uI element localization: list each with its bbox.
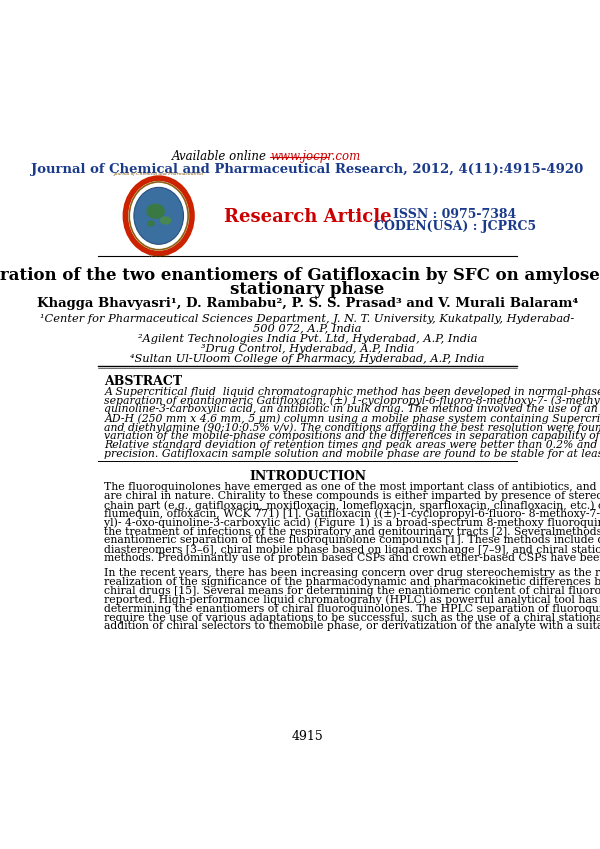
Text: determining the enantiomers of chiral fluoroquinolones. The HPLC separation of f: determining the enantiomers of chiral fl… bbox=[104, 604, 600, 614]
Text: AD-H (250 mm x 4.6 mm, 5 μm) column using a mobile phase system containing Super: AD-H (250 mm x 4.6 mm, 5 μm) column usin… bbox=[104, 413, 600, 424]
Text: ABSTRACT: ABSTRACT bbox=[104, 375, 182, 388]
Text: precision. Gatifloxacin sample solution and mobile phase are found to be stable : precision. Gatifloxacin sample solution … bbox=[104, 449, 600, 458]
Text: chain part (e.g., gatifloxacin, moxifloxacin, lomefloxacin, sparfloxacin, clinaf: chain part (e.g., gatifloxacin, moxiflox… bbox=[104, 500, 600, 510]
Text: methods. Predominantly use of protein based CSPs and crown ether-based CSPs have: methods. Predominantly use of protein ba… bbox=[104, 553, 600, 563]
Text: are chiral in nature. Chirality to these compounds is either imparted by presenc: are chiral in nature. Chirality to these… bbox=[104, 491, 600, 501]
Text: Journal of Chemical and Pharmaceutical Research, 2012, 4(11):4915-4920: Journal of Chemical and Pharmaceutical R… bbox=[31, 164, 584, 177]
Text: A Supercritical fluid  liquid chromatographic method has been developed in norma: A Supercritical fluid liquid chromatogra… bbox=[104, 387, 600, 396]
Text: Available online: Available online bbox=[172, 149, 271, 163]
Text: ³Drug Control, Hyderabad, A.P, India: ³Drug Control, Hyderabad, A.P, India bbox=[201, 344, 414, 354]
Text: Relative standard deviation of retention times and peak areas were better than 0: Relative standard deviation of retention… bbox=[104, 440, 600, 450]
Text: realization of the significance of the pharmacodynamic and pharmacokinetic diffe: realization of the significance of the p… bbox=[104, 577, 600, 587]
Text: addition of chiral selectors to themobile phase, or derivatization of the analyt: addition of chiral selectors to themobil… bbox=[104, 621, 600, 632]
Text: separation of enantiomeric Gatifloxacin, (±) 1-cyclopropyl-6-fluoro-8-methoxy-7-: separation of enantiomeric Gatifloxacin,… bbox=[104, 396, 600, 406]
Text: the treatment of infections of the respiratory and genitourinary tracts [2]. Sev: the treatment of infections of the respi… bbox=[104, 526, 600, 537]
Text: The fluoroquinolones have emerged as one of the most important class of antibiot: The fluoroquinolones have emerged as one… bbox=[104, 482, 600, 492]
Text: variation of the mobile-phase compositions and the differences in separation cap: variation of the mobile-phase compositio… bbox=[104, 431, 600, 441]
Text: ²Agilent Technologies India Pvt. Ltd, Hyderabad, A.P, India: ²Agilent Technologies India Pvt. Ltd, Hy… bbox=[138, 334, 477, 344]
Text: CODEN(USA) : JCPRC5: CODEN(USA) : JCPRC5 bbox=[374, 221, 536, 233]
Text: flumequin, ofloxacin, WCK 771) [1]. Gatifloxacin ((±)-1-cyclopropyl-6-fluoro- 8-: flumequin, ofloxacin, WCK 771) [1]. Gati… bbox=[104, 509, 600, 520]
Ellipse shape bbox=[134, 188, 184, 245]
Text: Research: Research bbox=[148, 255, 169, 258]
Text: diastereomers [3–6], chiral mobile phase based on ligand exchange [7–9], and chi: diastereomers [3–6], chiral mobile phase… bbox=[104, 544, 600, 554]
Text: 4915: 4915 bbox=[292, 730, 323, 743]
Text: Research Article: Research Article bbox=[224, 208, 391, 226]
Text: 500 072, A.P, India: 500 072, A.P, India bbox=[253, 323, 362, 334]
Text: chiral drugs [15]. Several means for determining the enantiomeric content of chi: chiral drugs [15]. Several means for det… bbox=[104, 586, 600, 596]
Text: yl)- 4-oxo-quinoline-3-carboxylic acid) (Figure 1) is a broad-spectrum 8-methoxy: yl)- 4-oxo-quinoline-3-carboxylic acid) … bbox=[104, 518, 600, 528]
Text: stationary phase: stationary phase bbox=[230, 280, 385, 297]
Text: reported. High-performance liquid chromatograhy (HPLC) as powerful analytical to: reported. High-performance liquid chroma… bbox=[104, 594, 600, 605]
Text: Separation of the two enantiomers of Gatifloxacin by SFC on amylose based: Separation of the two enantiomers of Gat… bbox=[0, 267, 600, 284]
Text: Journal of Chemical and Pharmaceutical: Journal of Chemical and Pharmaceutical bbox=[113, 171, 204, 176]
Text: Khagga Bhavyasri¹, D. Rambabu², P. S. S. Prasad³ and V. Murali Balaram⁴: Khagga Bhavyasri¹, D. Rambabu², P. S. S.… bbox=[37, 297, 578, 311]
Text: and diethylamine (90:10:0.5% v/v). The conditions affording the best resolution : and diethylamine (90:10:0.5% v/v). The c… bbox=[104, 422, 600, 433]
Text: enantiomeric separation of these fluoroquinolone compounds [1]. These methods in: enantiomeric separation of these fluoroq… bbox=[104, 536, 600, 545]
Ellipse shape bbox=[160, 216, 172, 225]
Ellipse shape bbox=[146, 204, 165, 219]
Text: ¹Center for Pharmaceutical Sciences Department, J. N. T. University, Kukatpally,: ¹Center for Pharmaceutical Sciences Depa… bbox=[40, 313, 575, 323]
Text: INTRODUCTION: INTRODUCTION bbox=[249, 470, 366, 483]
Text: In the recent years, there has been increasing concern over drug stereochemistry: In the recent years, there has been incr… bbox=[104, 568, 600, 578]
Text: require the use of various adaptations to be successful, such as the use of a ch: require the use of various adaptations t… bbox=[104, 612, 600, 623]
Text: quinoline-3-carboxylic acid, an antibiotic in bulk drug. The method involved the: quinoline-3-carboxylic acid, an antibiot… bbox=[104, 404, 600, 414]
Text: www.jocpr.com: www.jocpr.com bbox=[271, 149, 361, 163]
Ellipse shape bbox=[147, 221, 155, 227]
Text: ⁴Sultan Ul-Uloom College of Pharmacy, Hyderabad, A.P, India: ⁴Sultan Ul-Uloom College of Pharmacy, Hy… bbox=[130, 354, 485, 363]
Text: ISSN : 0975-7384: ISSN : 0975-7384 bbox=[393, 208, 517, 221]
